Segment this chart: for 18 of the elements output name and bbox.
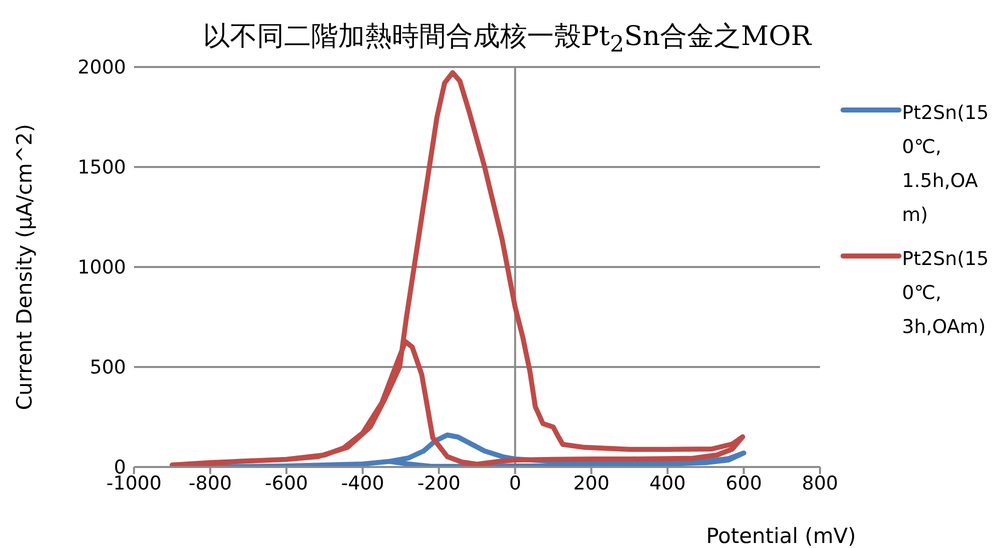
x-tick-label: 0 bbox=[509, 472, 522, 494]
x-tick-label: -800 bbox=[188, 472, 232, 494]
chart-title: 以不同二階加熱時間合成核一殼Pt$_{2}$Sn合金之MOR bbox=[202, 21, 812, 58]
y-axis-title: Current Density (μA/cm^2) bbox=[12, 124, 36, 410]
x-axis-title: Potential (mV) bbox=[706, 524, 856, 548]
y-tick-label: 2000 bbox=[78, 56, 126, 79]
x-tick-label: 800 bbox=[802, 472, 838, 494]
y-tick-label: 1000 bbox=[78, 256, 126, 279]
x-tick-label: 400 bbox=[649, 472, 686, 494]
x-tick-label: -400 bbox=[341, 472, 384, 494]
x-tick-label: 600 bbox=[726, 472, 762, 494]
x-tick-label: -600 bbox=[264, 472, 308, 494]
x-tick-label: 200 bbox=[573, 472, 610, 494]
y-tick-label: 1500 bbox=[78, 156, 126, 179]
y-tick-label: 500 bbox=[90, 356, 126, 379]
legend-label: Pt2Sn(150℃, 1.5h,OAm) bbox=[902, 101, 990, 228]
x-tick-label: -200 bbox=[417, 472, 460, 494]
legend-label: Pt2Sn(150℃, 3h,OAm) bbox=[902, 247, 990, 340]
